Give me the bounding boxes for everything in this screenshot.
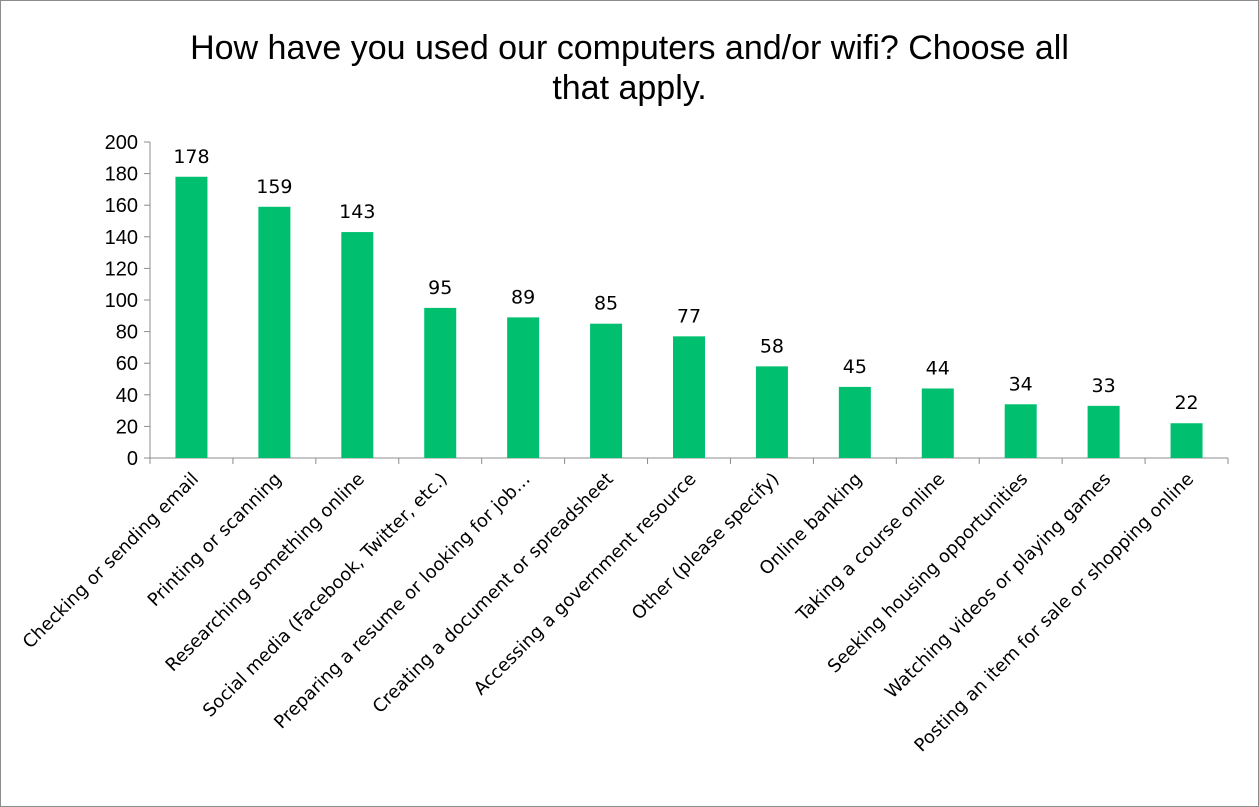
bar <box>175 176 208 458</box>
category-label: Taking a course online <box>792 469 949 626</box>
bar <box>755 366 788 458</box>
bar <box>1004 404 1037 458</box>
y-tick-label: 120 <box>105 258 138 280</box>
data-label: 143 <box>339 201 375 223</box>
bar <box>424 307 457 458</box>
data-label: 44 <box>926 357 950 379</box>
bar <box>921 388 954 458</box>
y-tick-label: 80 <box>116 322 138 344</box>
category-label: Posting an item for sale or shopping onl… <box>910 469 1198 757</box>
bar <box>1087 405 1120 458</box>
data-label: 178 <box>173 146 209 168</box>
chart-title-line-2: that apply. <box>552 69 707 107</box>
chart-title-line-1: How have you used our computers and/or w… <box>190 29 1069 67</box>
y-tick-label: 20 <box>116 416 138 438</box>
data-label: 58 <box>760 335 784 357</box>
y-tick-label: 100 <box>105 290 138 312</box>
data-label: 34 <box>1009 373 1033 395</box>
y-tick-label: 140 <box>105 227 138 249</box>
chart-title: How have you used our computers and/or w… <box>0 28 1259 108</box>
y-tick-label: 40 <box>116 385 138 407</box>
category-label: Checking or sending email <box>19 469 203 653</box>
y-tick-label: 0 <box>127 448 138 470</box>
data-label: 159 <box>256 176 292 198</box>
data-label: 77 <box>677 305 701 327</box>
bar <box>1170 423 1203 458</box>
data-label: 85 <box>594 293 618 315</box>
y-tick-label: 160 <box>105 195 138 217</box>
bar <box>838 386 871 458</box>
data-label: 22 <box>1174 392 1198 414</box>
data-label: 45 <box>843 356 867 378</box>
y-tick-label: 180 <box>105 164 138 186</box>
y-tick-label: 200 <box>105 132 138 154</box>
data-label: 89 <box>511 286 535 308</box>
bar <box>341 232 374 458</box>
data-label: 95 <box>428 277 452 299</box>
category-label: Printing or scanning <box>144 469 286 611</box>
bar <box>590 323 623 458</box>
bar <box>507 317 540 458</box>
bar <box>258 206 291 458</box>
category-label: Other (please specify) <box>628 469 784 625</box>
data-label: 33 <box>1092 375 1116 397</box>
bar <box>673 336 705 458</box>
y-tick-label: 60 <box>116 353 138 375</box>
